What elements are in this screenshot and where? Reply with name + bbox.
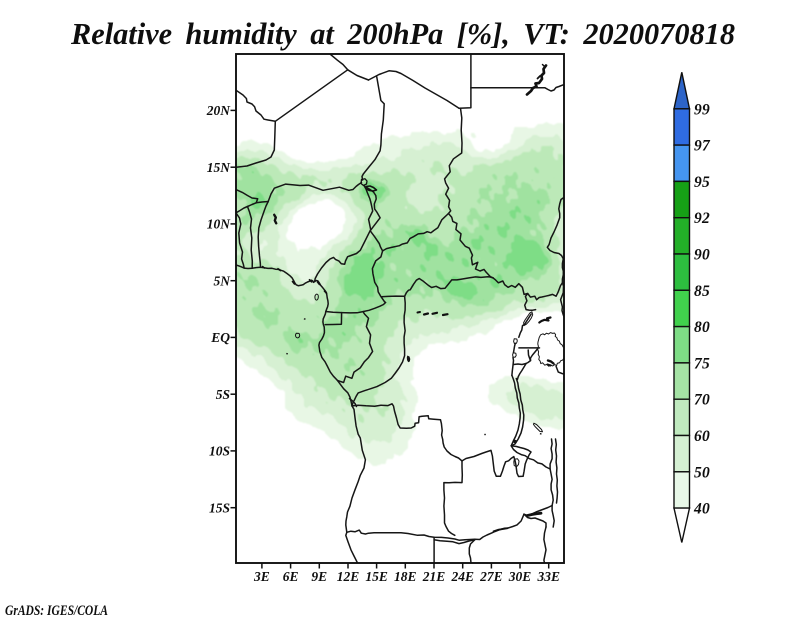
svg-text:40: 40	[693, 501, 710, 518]
svg-text:97: 97	[694, 138, 711, 155]
svg-text:24E: 24E	[450, 569, 474, 584]
svg-text:90: 90	[694, 247, 710, 264]
svg-text:6E: 6E	[283, 569, 299, 584]
svg-text:15N: 15N	[207, 160, 232, 175]
svg-text:27E: 27E	[479, 569, 503, 584]
svg-text:EQ: EQ	[210, 330, 230, 345]
svg-text:85: 85	[694, 283, 710, 300]
svg-text:18E: 18E	[394, 569, 417, 584]
svg-text:99: 99	[694, 101, 710, 118]
svg-text:33E: 33E	[536, 569, 560, 584]
svg-text:GrADS: IGES/COLA: GrADS: IGES/COLA	[5, 603, 108, 618]
svg-text:30E: 30E	[508, 569, 532, 584]
svg-text:5N: 5N	[214, 273, 232, 288]
svg-text:95: 95	[694, 174, 710, 191]
svg-text:50: 50	[694, 464, 710, 481]
svg-text:80: 80	[694, 319, 710, 336]
svg-text:10N: 10N	[207, 217, 232, 232]
svg-text:20N: 20N	[206, 103, 232, 118]
svg-text:12E: 12E	[337, 569, 360, 584]
svg-text:70: 70	[694, 392, 710, 409]
svg-text:21E: 21E	[422, 569, 446, 584]
svg-text:Relative humidity at 200hPa [%: Relative humidity at 200hPa [%], VT: 202…	[70, 16, 735, 51]
svg-text:15S: 15S	[209, 500, 230, 515]
svg-text:9E: 9E	[311, 569, 327, 584]
svg-text:75: 75	[694, 355, 710, 372]
svg-text:3E: 3E	[253, 569, 270, 584]
svg-text:15E: 15E	[365, 569, 388, 584]
svg-text:60: 60	[694, 428, 710, 445]
svg-text:5S: 5S	[216, 387, 230, 402]
svg-text:10S: 10S	[209, 444, 230, 459]
svg-text:92: 92	[694, 210, 710, 227]
